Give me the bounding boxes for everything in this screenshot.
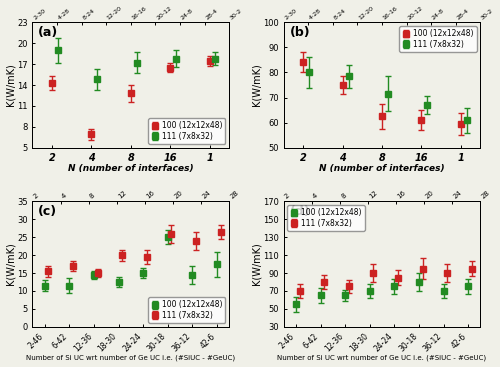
Y-axis label: K(W/mK): K(W/mK) bbox=[252, 63, 262, 106]
X-axis label: N (number of interfaces): N (number of interfaces) bbox=[68, 164, 194, 173]
X-axis label: Number of Si UC wrt number of Ge UC i.e. (#SiUC - #GeUC): Number of Si UC wrt number of Ge UC i.e.… bbox=[26, 355, 236, 361]
Y-axis label: K(W/mK): K(W/mK) bbox=[6, 243, 16, 286]
Text: (a): (a) bbox=[38, 26, 58, 39]
X-axis label: Number of Si UC wrt number of Ge UC i.e. (#SiUC - #GeUC): Number of Si UC wrt number of Ge UC i.e.… bbox=[278, 355, 486, 361]
Text: (b): (b) bbox=[290, 26, 310, 39]
Text: (d): (d) bbox=[290, 205, 310, 218]
Legend: 100 (12x12x48), 111 (7x8x32): 100 (12x12x48), 111 (7x8x32) bbox=[288, 205, 364, 231]
Text: (c): (c) bbox=[38, 205, 58, 218]
Legend: 100 (12x12x48), 111 (7x8x32): 100 (12x12x48), 111 (7x8x32) bbox=[400, 26, 476, 52]
Legend: 100 (12x12x48), 111 (7x8x32): 100 (12x12x48), 111 (7x8x32) bbox=[148, 118, 226, 144]
X-axis label: N (number of interfaces): N (number of interfaces) bbox=[319, 164, 445, 173]
Y-axis label: K(W/mK): K(W/mK) bbox=[6, 63, 16, 106]
Legend: 100 (12x12x48), 111 (7x8x32): 100 (12x12x48), 111 (7x8x32) bbox=[148, 297, 226, 323]
Y-axis label: K(W/mK): K(W/mK) bbox=[252, 243, 262, 286]
